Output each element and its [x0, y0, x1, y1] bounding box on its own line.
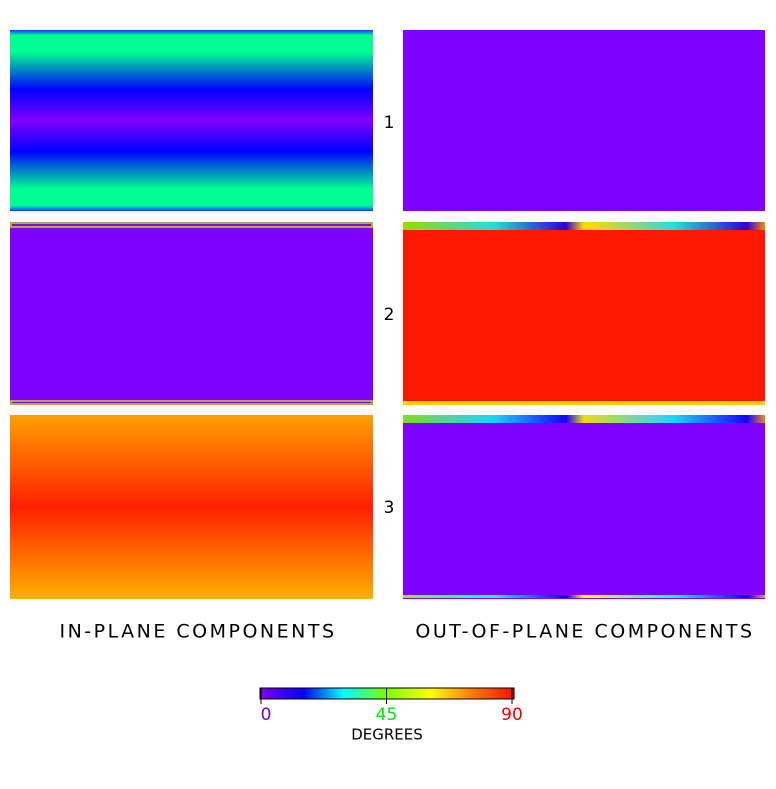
- edge: [10, 400, 373, 405]
- row-label: 2: [384, 305, 395, 325]
- edge: [403, 595, 765, 598]
- column-label: IN-PLANE COMPONENTS: [59, 621, 336, 643]
- tick-label: 90: [501, 705, 523, 725]
- panel: [403, 222, 765, 405]
- tick-label: 45: [376, 705, 398, 725]
- panel: [10, 222, 373, 405]
- row-label: 3: [384, 498, 395, 518]
- panel: [10, 415, 373, 599]
- row-label: 1: [384, 113, 395, 133]
- panel: [403, 30, 765, 211]
- colorbar-label: DEGREES: [351, 726, 423, 744]
- edge: [403, 401, 765, 405]
- edge: [403, 415, 765, 423]
- panel: [10, 30, 373, 211]
- panel: [403, 415, 765, 599]
- edge: [10, 222, 373, 228]
- column-label: OUT-OF-PLANE COMPONENTS: [415, 621, 754, 643]
- edge: [403, 222, 765, 230]
- tick-label: 0: [261, 705, 272, 725]
